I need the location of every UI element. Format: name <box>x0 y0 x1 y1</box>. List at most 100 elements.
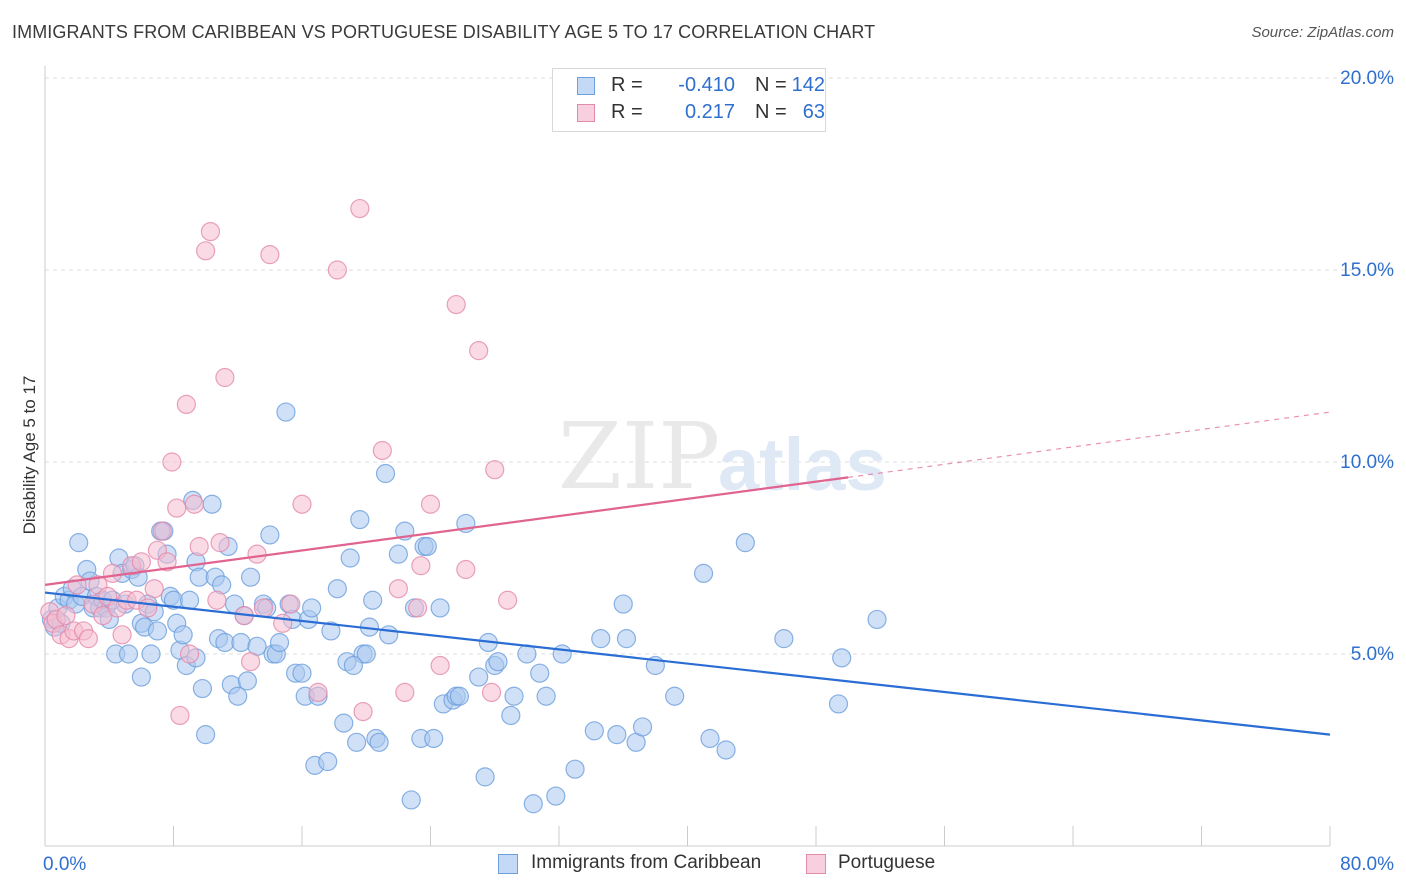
portuguese-point <box>408 598 428 618</box>
caribbean-point <box>832 648 852 668</box>
legend-r-label: R = <box>611 74 643 96</box>
portuguese-point <box>184 494 204 514</box>
caribbean-point <box>118 644 139 664</box>
caribbean-point <box>292 663 312 683</box>
caribbean-point <box>867 609 887 630</box>
portuguese-point <box>350 198 370 219</box>
portuguese-point <box>78 629 98 649</box>
portuguese-point <box>210 533 230 553</box>
caribbean-point <box>379 625 399 645</box>
caribbean-point <box>530 663 550 683</box>
portuguese-point <box>292 494 312 514</box>
caribbean-point <box>327 579 347 599</box>
x-tick-label: 0.0% <box>43 854 86 875</box>
portuguese-point <box>131 552 151 572</box>
source-label: Source: ZipAtlas.com <box>1251 24 1394 41</box>
caribbean-point <box>260 525 280 545</box>
portuguese-point <box>189 536 209 557</box>
caribbean-point <box>192 678 213 699</box>
portuguese-point <box>241 652 261 672</box>
axes <box>44 66 1331 847</box>
caribbean-point <box>276 402 296 422</box>
caribbean-point <box>369 732 389 752</box>
portuguese-point <box>353 701 373 722</box>
caribbean-point <box>504 686 524 706</box>
caribbean-point <box>347 732 367 752</box>
portuguese-point <box>215 367 235 388</box>
caribbean-point <box>735 533 755 553</box>
caribbean-point <box>417 536 437 557</box>
caribbean-point <box>536 686 556 706</box>
portuguese-point <box>253 598 274 618</box>
caribbean-point <box>716 740 736 760</box>
y-tick-label: 20.0% <box>1340 68 1394 89</box>
caribbean-point <box>196 725 216 745</box>
caribbean-point <box>632 717 653 737</box>
caribbean-point <box>237 671 257 691</box>
caribbean-point <box>318 751 338 772</box>
bottom-legend-label-caribbean: Immigrants from Caribbean <box>531 852 762 873</box>
caribbean-point <box>302 598 322 618</box>
caribbean-point <box>591 629 611 649</box>
caribbean-trend-line <box>44 591 1331 736</box>
caribbean-point <box>69 533 89 553</box>
caribbean-point <box>334 713 354 733</box>
portuguese-trend-line <box>44 476 849 586</box>
legend-swatch-caribbean <box>577 77 595 95</box>
portuguese-point <box>498 590 518 610</box>
portuguese-point <box>273 613 293 633</box>
bottom-legend-swatch-caribbean <box>498 854 518 874</box>
caribbean-point <box>173 625 193 645</box>
portuguese-point <box>56 605 76 626</box>
portuguese-point <box>281 594 301 614</box>
caribbean-point <box>607 725 627 745</box>
data-points <box>40 198 887 814</box>
caribbean-point <box>546 786 566 806</box>
portuguese-point <box>196 241 216 261</box>
caribbean-point <box>616 629 637 649</box>
caribbean-point <box>430 598 450 618</box>
caribbean-point <box>231 632 251 653</box>
portuguese-point <box>157 552 177 572</box>
caribbean-point <box>501 705 521 726</box>
gridlines <box>45 77 1392 655</box>
portuguese-point <box>112 625 132 645</box>
caribbean-point <box>321 621 341 641</box>
caribbean-point <box>401 790 421 810</box>
portuguese-point <box>395 682 415 703</box>
portuguese-point <box>179 644 200 664</box>
caribbean-point <box>141 644 161 664</box>
portuguese-point <box>308 682 328 703</box>
caribbean-point <box>131 667 151 687</box>
legend-n-label: N = <box>755 101 787 123</box>
portuguese-point <box>247 544 267 564</box>
caribbean-point <box>475 767 495 787</box>
caribbean-point <box>350 509 370 530</box>
x-tick-label: 80.0% <box>1340 854 1394 875</box>
caribbean-point <box>828 694 849 714</box>
portuguese-point <box>102 563 123 583</box>
portuguese-point <box>162 452 182 472</box>
caribbean-point <box>202 494 222 514</box>
portuguese-point <box>430 655 450 676</box>
caribbean-point <box>449 686 470 706</box>
portuguese-point <box>469 341 489 361</box>
tick-labels: 5.0% 10.0% 15.0% 20.0% 0.0% 80.0% <box>43 68 1394 875</box>
portuguese-point <box>485 460 505 480</box>
caribbean-point <box>469 667 489 687</box>
portuguese-point <box>411 556 431 576</box>
legend-swatch-portuguese <box>577 104 595 122</box>
portuguese-point <box>176 394 196 414</box>
correlation-legend: R = -0.410 N = 142 R = 0.217 N = 63 <box>552 68 826 132</box>
legend-n-value: 63 <box>802 101 825 123</box>
watermark: ZIP atlas <box>558 403 887 510</box>
caribbean-point <box>215 632 235 653</box>
caribbean-point <box>488 652 508 672</box>
caribbean-point <box>693 563 714 583</box>
portuguese-point <box>200 222 221 242</box>
bottom-legend-swatch-portuguese <box>806 854 826 874</box>
caribbean-point <box>179 590 200 610</box>
portuguese-point <box>481 682 502 703</box>
caribbean-point <box>228 686 248 706</box>
portuguese-point <box>207 590 227 610</box>
